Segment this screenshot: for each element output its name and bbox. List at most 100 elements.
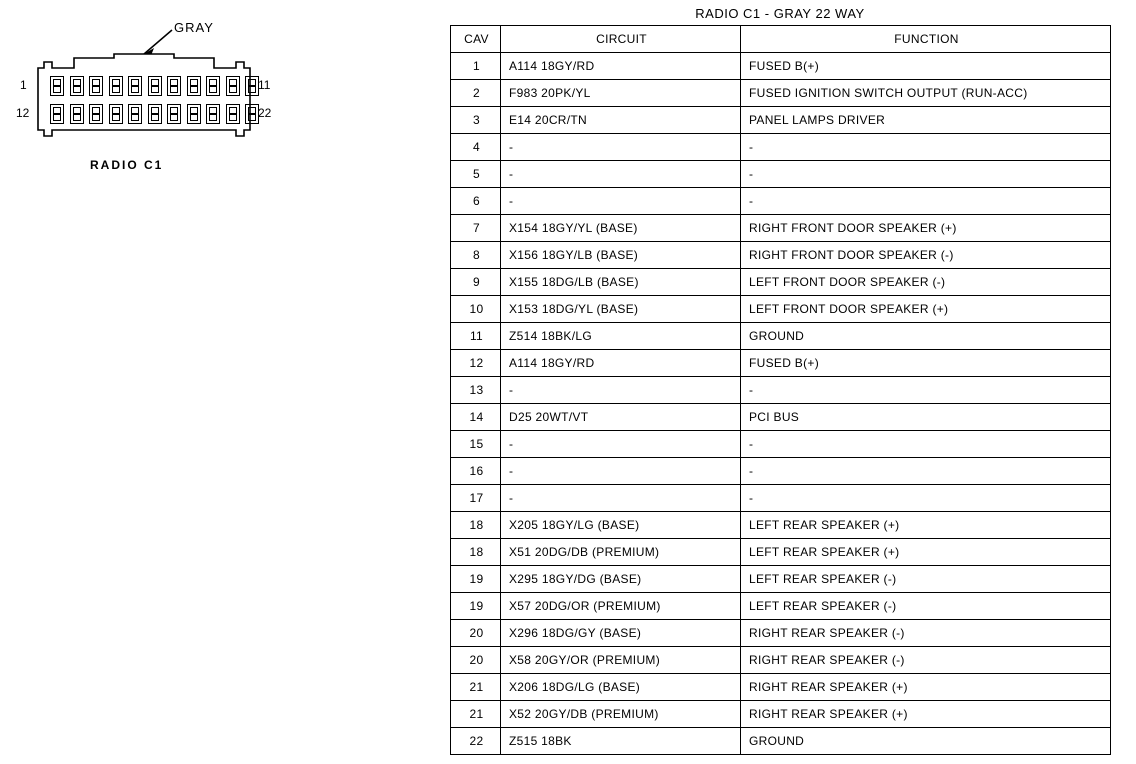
table-row: 2F983 20PK/YLFUSED IGNITION SWITCH OUTPU… xyxy=(451,80,1111,107)
cell-circuit: X154 18GY/YL (BASE) xyxy=(501,215,741,242)
cell-function: RIGHT REAR SPEAKER (-) xyxy=(741,647,1111,674)
cell-cav: 8 xyxy=(451,242,501,269)
cell-cav: 21 xyxy=(451,674,501,701)
cell-cav: 1 xyxy=(451,53,501,80)
cell-circuit: - xyxy=(501,161,741,188)
cell-cav: 15 xyxy=(451,431,501,458)
cell-function: GROUND xyxy=(741,728,1111,755)
cell-circuit: A114 18GY/RD xyxy=(501,350,741,377)
cell-cav: 5 xyxy=(451,161,501,188)
table-row: 1A114 18GY/RDFUSED B(+) xyxy=(451,53,1111,80)
table-row: 12A114 18GY/RDFUSED B(+) xyxy=(451,350,1111,377)
cell-cav: 16 xyxy=(451,458,501,485)
cell-function: - xyxy=(741,134,1111,161)
cell-cav: 9 xyxy=(451,269,501,296)
table-row: 18X51 20DG/DB (PREMIUM)LEFT REAR SPEAKER… xyxy=(451,539,1111,566)
cell-function: RIGHT FRONT DOOR SPEAKER (-) xyxy=(741,242,1111,269)
pin-row-2 xyxy=(50,104,259,124)
table-row: 19X57 20DG/OR (PREMIUM)LEFT REAR SPEAKER… xyxy=(451,593,1111,620)
table-row: 3E14 20CR/TNPANEL LAMPS DRIVER xyxy=(451,107,1111,134)
cell-circuit: D25 20WT/VT xyxy=(501,404,741,431)
cell-cav: 21 xyxy=(451,701,501,728)
cell-cav: 2 xyxy=(451,80,501,107)
cell-cav: 14 xyxy=(451,404,501,431)
table-row: 20X58 20GY/OR (PREMIUM)RIGHT REAR SPEAKE… xyxy=(451,647,1111,674)
cell-cav: 18 xyxy=(451,512,501,539)
cell-circuit: X156 18GY/LB (BASE) xyxy=(501,242,741,269)
cell-cav: 22 xyxy=(451,728,501,755)
cell-cav: 17 xyxy=(451,485,501,512)
cell-circuit: Z515 18BK xyxy=(501,728,741,755)
cell-cav: 11 xyxy=(451,323,501,350)
cell-cav: 3 xyxy=(451,107,501,134)
cell-function: LEFT REAR SPEAKER (+) xyxy=(741,512,1111,539)
table-row: 4-- xyxy=(451,134,1111,161)
cell-circuit: - xyxy=(501,188,741,215)
cell-cav: 18 xyxy=(451,539,501,566)
cell-circuit: X51 20DG/DB (PREMIUM) xyxy=(501,539,741,566)
table-title: RADIO C1 - GRAY 22 WAY xyxy=(450,6,1110,21)
table-row: 6-- xyxy=(451,188,1111,215)
pin-row-1 xyxy=(50,76,259,96)
cell-circuit: - xyxy=(501,458,741,485)
cell-circuit: - xyxy=(501,377,741,404)
cell-function: - xyxy=(741,377,1111,404)
cell-cav: 6 xyxy=(451,188,501,215)
table-row: 19X295 18GY/DG (BASE)LEFT REAR SPEAKER (… xyxy=(451,566,1111,593)
table-row: 18X205 18GY/LG (BASE)LEFT REAR SPEAKER (… xyxy=(451,512,1111,539)
table-row: 5-- xyxy=(451,161,1111,188)
table-row: 8X156 18GY/LB (BASE)RIGHT FRONT DOOR SPE… xyxy=(451,242,1111,269)
table-body: 1A114 18GY/RDFUSED B(+)2F983 20PK/YLFUSE… xyxy=(451,53,1111,755)
pin-label-row2-right: 22 xyxy=(258,106,271,120)
table-row: 14D25 20WT/VTPCI BUS xyxy=(451,404,1111,431)
col-circuit: CIRCUIT xyxy=(501,26,741,53)
cell-circuit: X296 18DG/GY (BASE) xyxy=(501,620,741,647)
cell-circuit: X155 18DG/LB (BASE) xyxy=(501,269,741,296)
cell-circuit: X52 20GY/DB (PREMIUM) xyxy=(501,701,741,728)
cell-function: FUSED B(+) xyxy=(741,350,1111,377)
pin-label-row1-left: 1 xyxy=(20,78,27,92)
table-row: 21X206 18DG/LG (BASE)RIGHT REAR SPEAKER … xyxy=(451,674,1111,701)
cell-circuit: - xyxy=(501,134,741,161)
cell-function: LEFT REAR SPEAKER (+) xyxy=(741,539,1111,566)
cell-function: RIGHT REAR SPEAKER (-) xyxy=(741,620,1111,647)
page: GRAY xyxy=(0,0,1136,764)
col-function: FUNCTION xyxy=(741,26,1111,53)
table-row: 15-- xyxy=(451,431,1111,458)
cell-circuit: X205 18GY/LG (BASE) xyxy=(501,512,741,539)
cell-function: LEFT FRONT DOOR SPEAKER (-) xyxy=(741,269,1111,296)
cell-circuit: - xyxy=(501,431,741,458)
table-row: 7X154 18GY/YL (BASE)RIGHT FRONT DOOR SPE… xyxy=(451,215,1111,242)
table-header-row: CAV CIRCUIT FUNCTION xyxy=(451,26,1111,53)
cell-cav: 20 xyxy=(451,647,501,674)
cell-function: FUSED B(+) xyxy=(741,53,1111,80)
cell-circuit: A114 18GY/RD xyxy=(501,53,741,80)
cell-cav: 12 xyxy=(451,350,501,377)
connector-pins: 1 11 12 22 xyxy=(14,18,284,178)
table-row: 11Z514 18BK/LGGROUND xyxy=(451,323,1111,350)
pinout-table: CAV CIRCUIT FUNCTION 1A114 18GY/RDFUSED … xyxy=(450,25,1111,755)
cell-function: - xyxy=(741,188,1111,215)
table-row: 22Z515 18BKGROUND xyxy=(451,728,1111,755)
cell-function: - xyxy=(741,458,1111,485)
cell-cav: 7 xyxy=(451,215,501,242)
cell-circuit: E14 20CR/TN xyxy=(501,107,741,134)
col-cav: CAV xyxy=(451,26,501,53)
cell-cav: 19 xyxy=(451,566,501,593)
cell-cav: 10 xyxy=(451,296,501,323)
cell-circuit: X206 18DG/LG (BASE) xyxy=(501,674,741,701)
cell-circuit: - xyxy=(501,485,741,512)
table-row: 9X155 18DG/LB (BASE)LEFT FRONT DOOR SPEA… xyxy=(451,269,1111,296)
cell-function: RIGHT FRONT DOOR SPEAKER (+) xyxy=(741,215,1111,242)
cell-function: - xyxy=(741,161,1111,188)
connector-caption: RADIO C1 xyxy=(90,158,163,172)
cell-function: - xyxy=(741,431,1111,458)
cell-function: FUSED IGNITION SWITCH OUTPUT (RUN-ACC) xyxy=(741,80,1111,107)
pin-label-row1-right: 11 xyxy=(258,78,270,92)
cell-cav: 13 xyxy=(451,377,501,404)
pin-label-row2-left: 12 xyxy=(16,106,29,120)
table-row: 10X153 18DG/YL (BASE)LEFT FRONT DOOR SPE… xyxy=(451,296,1111,323)
cell-function: - xyxy=(741,485,1111,512)
table-row: 17-- xyxy=(451,485,1111,512)
table-row: 16-- xyxy=(451,458,1111,485)
